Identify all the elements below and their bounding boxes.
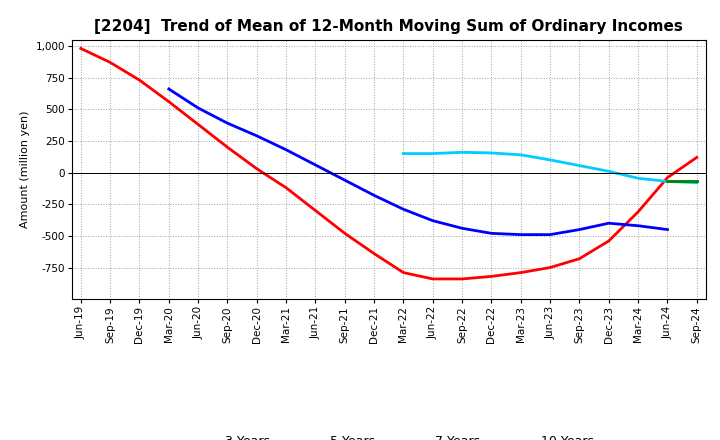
- 5 Years: [311, 162, 320, 168]
- 7 Years: [575, 163, 584, 168]
- 7 Years: [634, 176, 642, 181]
- 7 Years: [399, 151, 408, 156]
- 3 Years: [634, 209, 642, 214]
- 3 Years: [223, 145, 232, 150]
- 3 Years: [693, 155, 701, 160]
- 3 Years: [76, 46, 85, 51]
- 5 Years: [575, 227, 584, 232]
- 5 Years: [370, 193, 379, 198]
- 5 Years: [399, 207, 408, 212]
- 3 Years: [194, 122, 202, 127]
- 5 Years: [282, 147, 290, 152]
- 7 Years: [516, 152, 525, 158]
- 3 Years: [164, 99, 173, 104]
- 3 Years: [341, 231, 349, 236]
- Y-axis label: Amount (million yen): Amount (million yen): [20, 110, 30, 228]
- 5 Years: [341, 177, 349, 183]
- 3 Years: [399, 270, 408, 275]
- 3 Years: [458, 276, 467, 282]
- 3 Years: [135, 77, 144, 83]
- 5 Years: [253, 133, 261, 139]
- 7 Years: [458, 150, 467, 155]
- 7 Years: [428, 151, 437, 156]
- 5 Years: [223, 121, 232, 126]
- 5 Years: [458, 226, 467, 231]
- 5 Years: [546, 232, 554, 237]
- 5 Years: [428, 218, 437, 224]
- 5 Years: [516, 232, 525, 237]
- 3 Years: [370, 251, 379, 256]
- 3 Years: [663, 175, 672, 180]
- 5 Years: [194, 105, 202, 110]
- 7 Years: [605, 169, 613, 174]
- 10 Years: [663, 179, 672, 184]
- Line: 5 Years: 5 Years: [168, 89, 667, 235]
- 5 Years: [663, 227, 672, 232]
- 3 Years: [516, 270, 525, 275]
- 3 Years: [253, 166, 261, 172]
- 7 Years: [663, 179, 672, 184]
- 3 Years: [428, 276, 437, 282]
- Title: [2204]  Trend of Mean of 12-Month Moving Sum of Ordinary Incomes: [2204] Trend of Mean of 12-Month Moving …: [94, 19, 683, 34]
- 5 Years: [487, 231, 496, 236]
- 3 Years: [605, 238, 613, 244]
- 10 Years: [693, 179, 701, 184]
- 5 Years: [634, 223, 642, 228]
- 7 Years: [693, 180, 701, 185]
- Legend: 3 Years, 5 Years, 7 Years, 10 Years: 3 Years, 5 Years, 7 Years, 10 Years: [179, 430, 598, 440]
- 3 Years: [106, 60, 114, 65]
- Line: 3 Years: 3 Years: [81, 48, 697, 279]
- Line: 7 Years: 7 Years: [403, 152, 697, 183]
- 5 Years: [164, 86, 173, 92]
- 3 Years: [282, 185, 290, 191]
- 5 Years: [605, 220, 613, 226]
- 3 Years: [311, 208, 320, 213]
- 3 Years: [546, 265, 554, 270]
- 3 Years: [487, 274, 496, 279]
- 7 Years: [546, 157, 554, 162]
- 7 Years: [487, 150, 496, 156]
- 3 Years: [575, 256, 584, 261]
